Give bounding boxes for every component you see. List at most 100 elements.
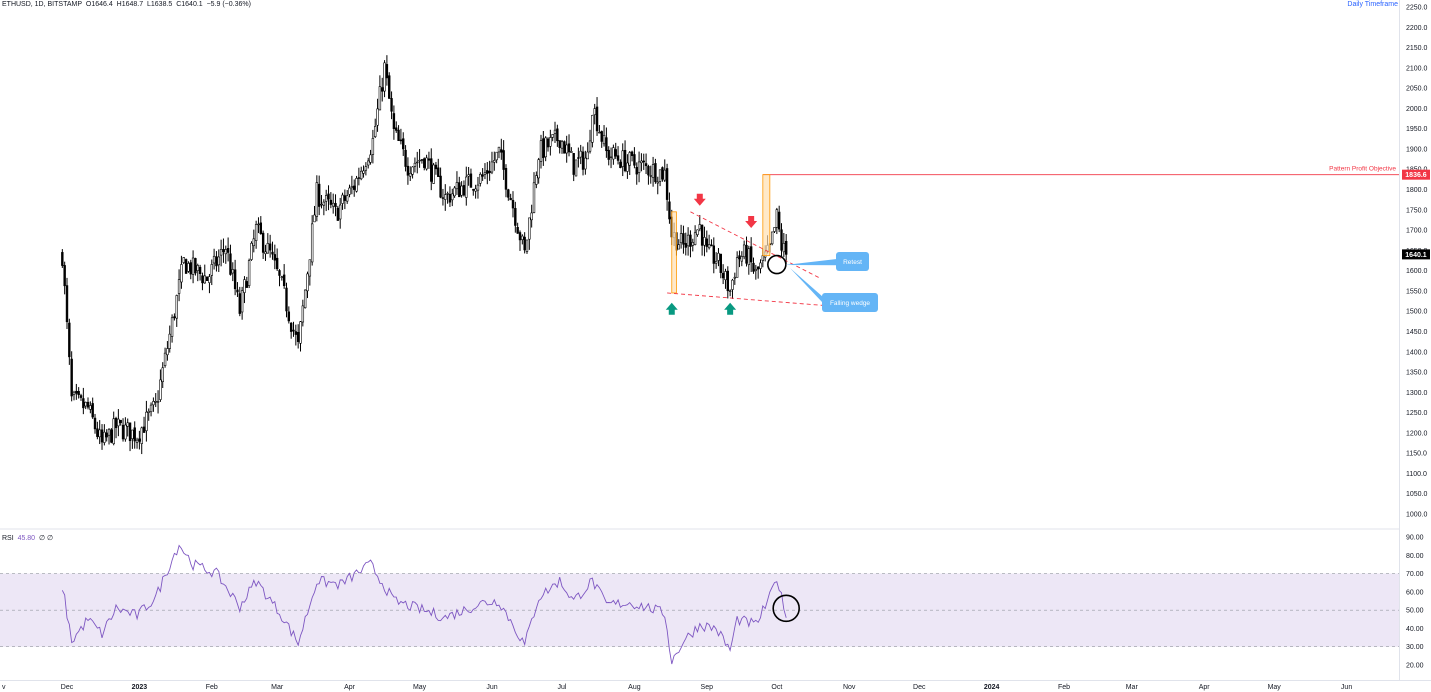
price-tick-label: 1250.0 [1406, 410, 1428, 417]
callout-box [836, 252, 869, 271]
candle [759, 259, 762, 274]
candle [612, 144, 615, 165]
candle-body [292, 329, 295, 332]
candle-body [187, 263, 190, 272]
candle [668, 192, 671, 224]
time-tick-label: Jun [1341, 684, 1352, 691]
candle-body [367, 160, 370, 166]
candle-body [679, 233, 683, 244]
candle-body [560, 141, 564, 149]
candle [138, 430, 141, 450]
candle-body [481, 174, 484, 177]
candle [537, 157, 540, 184]
candle-body [423, 158, 426, 168]
candle [180, 255, 183, 289]
candle-body [334, 203, 337, 208]
candle [219, 239, 223, 267]
candle-body [308, 259, 312, 277]
candle-body [537, 159, 540, 179]
candle-body [336, 207, 340, 221]
price-tick-label: 1350.0 [1406, 370, 1428, 377]
candle [205, 276, 209, 281]
candle-body [738, 255, 741, 260]
candle-body [460, 185, 463, 196]
candle [623, 140, 627, 173]
candle-body [752, 262, 755, 272]
candle-body [511, 199, 515, 209]
candle-body [607, 149, 610, 160]
candle [289, 322, 293, 339]
callout-label: Retest [843, 259, 862, 266]
candle [131, 429, 134, 449]
candle-body [595, 106, 599, 132]
symbol-header: ETHUSD, 1D, BITSTAMP O1646.4 H1648.7 L16… [2, 1, 251, 8]
candle [261, 230, 265, 259]
candle [68, 318, 71, 365]
candle [303, 289, 307, 309]
candle-body [177, 279, 181, 294]
candle-body [61, 252, 64, 266]
price-tick-label: 1900.0 [1406, 146, 1428, 153]
candle [682, 225, 685, 254]
candle [698, 215, 701, 232]
rsi-tick-label: 70.00 [1406, 571, 1424, 578]
candle [756, 266, 760, 279]
rsi-tick-label: 40.00 [1406, 626, 1424, 633]
candle-body [663, 169, 666, 181]
price-tick-label: 1500.0 [1406, 309, 1428, 316]
price-tick-label: 1200.0 [1406, 430, 1428, 437]
candle [278, 269, 281, 287]
candle [784, 234, 788, 264]
candle [523, 232, 526, 254]
up-arrow-icon [724, 302, 737, 315]
candle [626, 154, 629, 179]
candle [458, 176, 461, 198]
candle-body [553, 129, 557, 134]
candle-body [621, 150, 624, 167]
candle [413, 157, 417, 173]
candle [567, 134, 571, 157]
candle [663, 159, 666, 182]
candle [649, 165, 652, 184]
candle [266, 233, 270, 254]
candle [404, 145, 407, 172]
candle [432, 162, 435, 184]
candle [607, 146, 610, 166]
candle-body [458, 182, 461, 198]
candle-body [668, 201, 671, 220]
candle [105, 429, 108, 442]
candle [84, 401, 87, 410]
candle-body [619, 161, 622, 169]
candle [476, 176, 480, 199]
candle [128, 422, 132, 452]
candle-body [173, 316, 176, 319]
callout-pointer [785, 258, 840, 266]
candle [385, 55, 389, 86]
candle-body [383, 62, 386, 92]
candle-body [441, 197, 445, 199]
candle [780, 223, 783, 257]
candle [647, 164, 650, 185]
candle-body [198, 266, 202, 274]
candle-body [229, 253, 232, 275]
last-price-tag-label: 1640.1 [1405, 252, 1427, 259]
callout-label: Falling wedge [830, 300, 870, 307]
candle [301, 299, 305, 327]
candle [406, 157, 410, 185]
candle [497, 146, 501, 159]
rsi-tick-label: 30.00 [1406, 644, 1424, 651]
candle [516, 222, 519, 234]
candle-body [175, 295, 178, 319]
candle [184, 258, 188, 274]
candle-body [710, 244, 713, 247]
candle-body [93, 417, 97, 430]
candle-body [91, 403, 94, 418]
candle-body [327, 193, 330, 200]
candle-body [306, 273, 309, 292]
candle-body [451, 193, 454, 201]
candle [208, 273, 211, 294]
candle-body [747, 248, 751, 266]
candle-body [145, 411, 148, 432]
candle [353, 179, 356, 197]
